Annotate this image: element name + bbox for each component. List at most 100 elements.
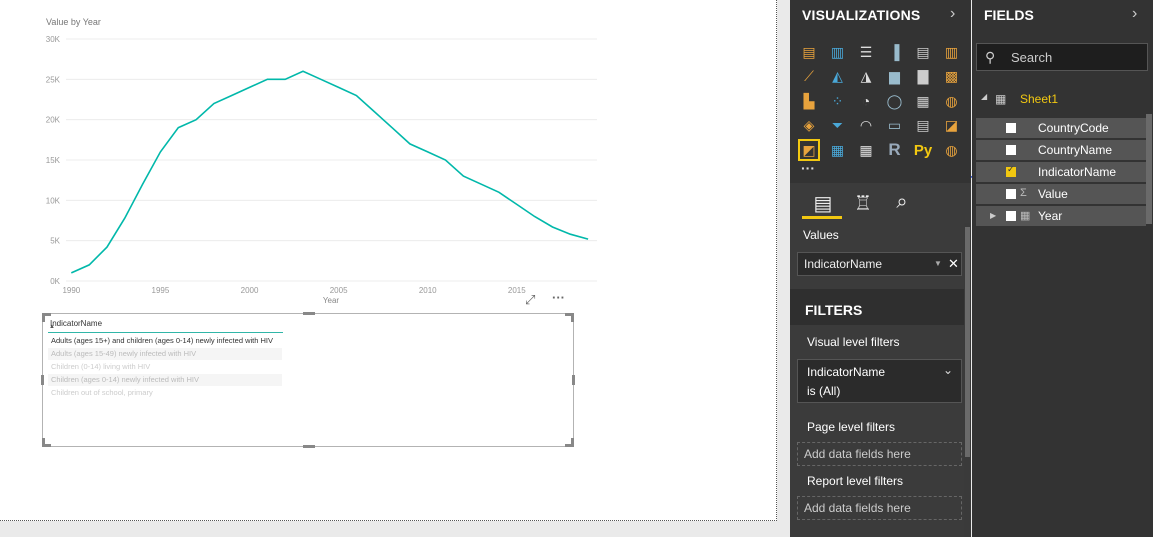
report-filter-drop-zone[interactable]: Add data fields here — [797, 496, 962, 520]
scatter-icon[interactable]: ⁘ — [831, 92, 844, 109]
field-checkbox[interactable] — [1006, 123, 1016, 133]
fields-tab-icon[interactable]: ▤ — [813, 193, 833, 215]
resize-handle[interactable] — [41, 375, 44, 385]
table-node-sheet1[interactable]: ◢ ▦ Sheet1 — [972, 88, 1153, 110]
pane-tabs: ▤ ♖ ⌕ — [790, 183, 971, 223]
field-item-countryname[interactable]: CountryName — [976, 140, 1146, 160]
expand-arrow-icon[interactable]: ◢ — [981, 92, 988, 101]
resize-handle[interactable] — [572, 375, 575, 385]
field-checkbox[interactable] — [1006, 145, 1016, 155]
slicer-visual[interactable]: IndicatorName ▲ Adults (ages 15+) and ch… — [41, 312, 575, 448]
x-tick-label: 2000 — [241, 286, 259, 295]
pane-scrollbar[interactable] — [964, 223, 971, 537]
slicer-header[interactable]: IndicatorName — [50, 319, 103, 328]
r-visual-icon[interactable]: R — [888, 140, 901, 159]
waterfall-icon[interactable]: ▙ — [803, 92, 815, 109]
table-icon[interactable]: ▦ — [830, 141, 845, 158]
gauge-icon[interactable]: ◠ — [859, 117, 873, 133]
map-icon[interactable]: ◍ — [945, 92, 958, 109]
python-visual-icon[interactable]: Py — [913, 141, 933, 159]
filled-map-icon[interactable]: ◈ — [803, 117, 815, 133]
matrix-icon[interactable]: ▦ — [859, 141, 873, 158]
field-checkbox[interactable] — [1006, 211, 1016, 221]
slicer-item[interactable]: Adults (ages 15+) and children (ages 0-1… — [51, 336, 273, 345]
fields-scrollbar[interactable] — [1146, 114, 1152, 224]
resize-handle[interactable] — [303, 312, 315, 315]
ribbon-chart-icon[interactable]: ▩ — [944, 68, 959, 84]
multi-row-card-icon[interactable]: ▤ — [916, 117, 930, 133]
y-tick-label: 10K — [46, 196, 61, 205]
stacked-bar-icon[interactable]: ▤ — [802, 43, 816, 60]
values-label: Values — [803, 228, 839, 242]
page-filter-drop-zone[interactable]: Add data fields here — [797, 442, 962, 466]
resize-handle[interactable] — [565, 313, 574, 316]
pie-chart-icon[interactable]: ◔ — [861, 93, 871, 109]
format-paint-roller-icon[interactable]: ♖ — [854, 193, 872, 215]
field-item-value[interactable]: Σ Value — [976, 184, 1146, 204]
collapse-chevron-icon[interactable]: › — [950, 5, 956, 22]
stacked-column-icon[interactable]: ▥ — [830, 43, 845, 60]
collapse-chevron-icon[interactable]: › — [1132, 5, 1138, 22]
area-chart-icon[interactable]: ◭ — [832, 68, 843, 84]
analytics-magnifier-icon[interactable]: ⌕ — [896, 191, 908, 213]
resize-handle[interactable] — [42, 313, 51, 316]
series-line[interactable] — [70, 70, 589, 274]
more-options-icon[interactable]: ··· — [552, 290, 565, 305]
field-item-year[interactable]: ▶ ▦ Year — [976, 206, 1146, 226]
field-checkbox-checked[interactable] — [1006, 164, 1016, 177]
sigma-icon: Σ — [1020, 187, 1027, 199]
stacked-area-icon[interactable]: ◮ — [860, 68, 872, 84]
x-tick-label: 2005 — [330, 286, 348, 295]
visualizations-title: VISUALIZATIONS — [802, 7, 921, 23]
resize-handle[interactable] — [303, 445, 315, 448]
expand-arrow-icon[interactable]: ▶ — [990, 211, 997, 220]
focus-mode-icon[interactable]: ⤢ — [525, 292, 536, 307]
resize-handle[interactable] — [565, 444, 574, 447]
field-checkbox[interactable] — [1006, 189, 1016, 199]
resize-handle[interactable] — [42, 438, 45, 447]
report-canvas: Value by Year 0K 5K 10K 15K 20K 25K 30K 1990 199… — [0, 0, 777, 521]
filters-section: FILTERS Visual level filters IndicatorNa… — [790, 289, 964, 537]
chevron-down-icon[interactable]: ▼ — [934, 259, 942, 268]
slicer-item[interactable]: Adults (ages 15-49) newly infected with … — [48, 348, 282, 360]
chevron-down-icon[interactable]: ⌄ — [943, 363, 954, 377]
visual-level-filters-label: Visual level filters — [807, 335, 900, 349]
line-chart[interactable]: 0K 5K 10K 15K 20K 25K 30K 1990 1995 2000 2005 2010 2… — [0, 0, 777, 310]
y-tick-label: 15K — [46, 156, 61, 165]
kpi-icon[interactable]: ◪ — [944, 117, 959, 133]
slicer-item[interactable]: Children (ages 0-14) newly infected with… — [48, 374, 282, 386]
globe-icon[interactable]: ◍ — [945, 141, 958, 158]
filters-title: FILTERS — [805, 302, 863, 318]
search-input[interactable]: ⚲ Search — [976, 43, 1148, 71]
slicer-item[interactable]: Children (0-14) living with HIV — [51, 362, 151, 371]
slicer-item[interactable]: Children out of school, primary — [51, 388, 153, 397]
filter-card[interactable]: IndicatorName is (All) ⌄ — [797, 359, 962, 403]
field-item-indicatorname[interactable]: IndicatorName — [976, 162, 1146, 182]
treemap-icon[interactable]: ▦ — [916, 92, 930, 109]
resize-handle[interactable] — [42, 313, 45, 322]
bar-100-icon[interactable]: ▤ — [916, 43, 930, 60]
line-chart-icon[interactable]: ⟋ — [804, 68, 814, 84]
sort-arrow-icon[interactable]: ▲ — [49, 324, 55, 330]
line-column-icon[interactable]: ▆ — [889, 68, 900, 84]
column-100-icon[interactable]: ▥ — [944, 43, 959, 60]
filter-value: is (All) — [807, 384, 841, 398]
remove-field-icon[interactable]: ✕ — [948, 256, 959, 271]
page-level-filters-label: Page level filters — [807, 420, 896, 434]
x-axis-label: Year — [323, 296, 340, 305]
donut-chart-icon[interactable]: ◯ — [886, 92, 903, 109]
x-tick-label: 2010 — [419, 286, 437, 295]
resize-handle[interactable] — [571, 313, 574, 322]
funnel-icon[interactable]: ⏷ — [831, 117, 844, 133]
clustered-bar-icon[interactable]: ☰ — [859, 43, 873, 60]
values-field-pill[interactable]: IndicatorName ▼ ✕ — [797, 252, 962, 276]
field-item-countrycode[interactable]: CountryCode — [976, 118, 1146, 138]
resize-handle[interactable] — [42, 444, 51, 447]
y-tick-label: 25K — [46, 75, 61, 84]
line-clustered-icon[interactable]: ▇ — [917, 68, 929, 84]
clustered-column-icon[interactable]: ▐ — [889, 44, 900, 60]
resize-handle[interactable] — [571, 438, 574, 447]
slicer-icon[interactable]: ◩ — [798, 139, 820, 161]
more-visuals-icon[interactable]: ··· — [801, 160, 815, 176]
card-icon[interactable]: ▭ — [887, 117, 902, 133]
